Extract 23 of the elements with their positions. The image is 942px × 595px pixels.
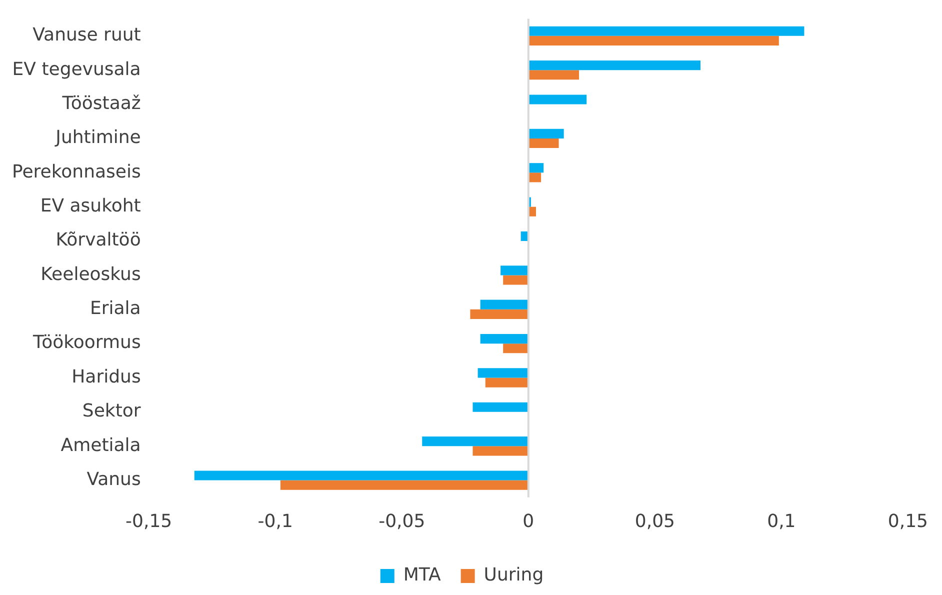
- y-tick-label: Ametiala: [60, 434, 141, 456]
- y-tick-label: Kõrvaltöö: [56, 230, 141, 251]
- y-tick-label: Perekonnaseis: [12, 161, 141, 182]
- x-tick-label: -0,15: [126, 510, 172, 532]
- y-tick-label: EV asukoht: [40, 195, 141, 216]
- x-tick-label: 0,15: [888, 510, 928, 532]
- y-tick-label: Tööstaaž: [61, 92, 141, 114]
- x-tick-label: 0: [522, 510, 534, 532]
- x-tick-label: 0,1: [767, 510, 796, 532]
- y-tick-label: EV tegevusala: [12, 58, 141, 80]
- legend-label: Uuring: [484, 564, 544, 586]
- x-tick-label: -0,1: [258, 510, 293, 532]
- y-tick-label: Haridus: [72, 366, 141, 388]
- y-tick-label: Juhtimine: [54, 127, 141, 148]
- y-tick-label: Vanuse ruut: [32, 24, 141, 46]
- x-tick-label: -0,05: [378, 510, 426, 532]
- y-tick-label: Keeleoskus: [40, 264, 141, 285]
- y-tick-label: Sektor: [82, 400, 142, 422]
- x-tick-label: 0,05: [634, 510, 675, 532]
- y-tick-label: Töökoormus: [32, 332, 141, 354]
- y-tick-label: Vanus: [86, 468, 141, 490]
- y-tick-label: Eriala: [90, 298, 141, 320]
- legend-label: MTA: [403, 564, 442, 586]
